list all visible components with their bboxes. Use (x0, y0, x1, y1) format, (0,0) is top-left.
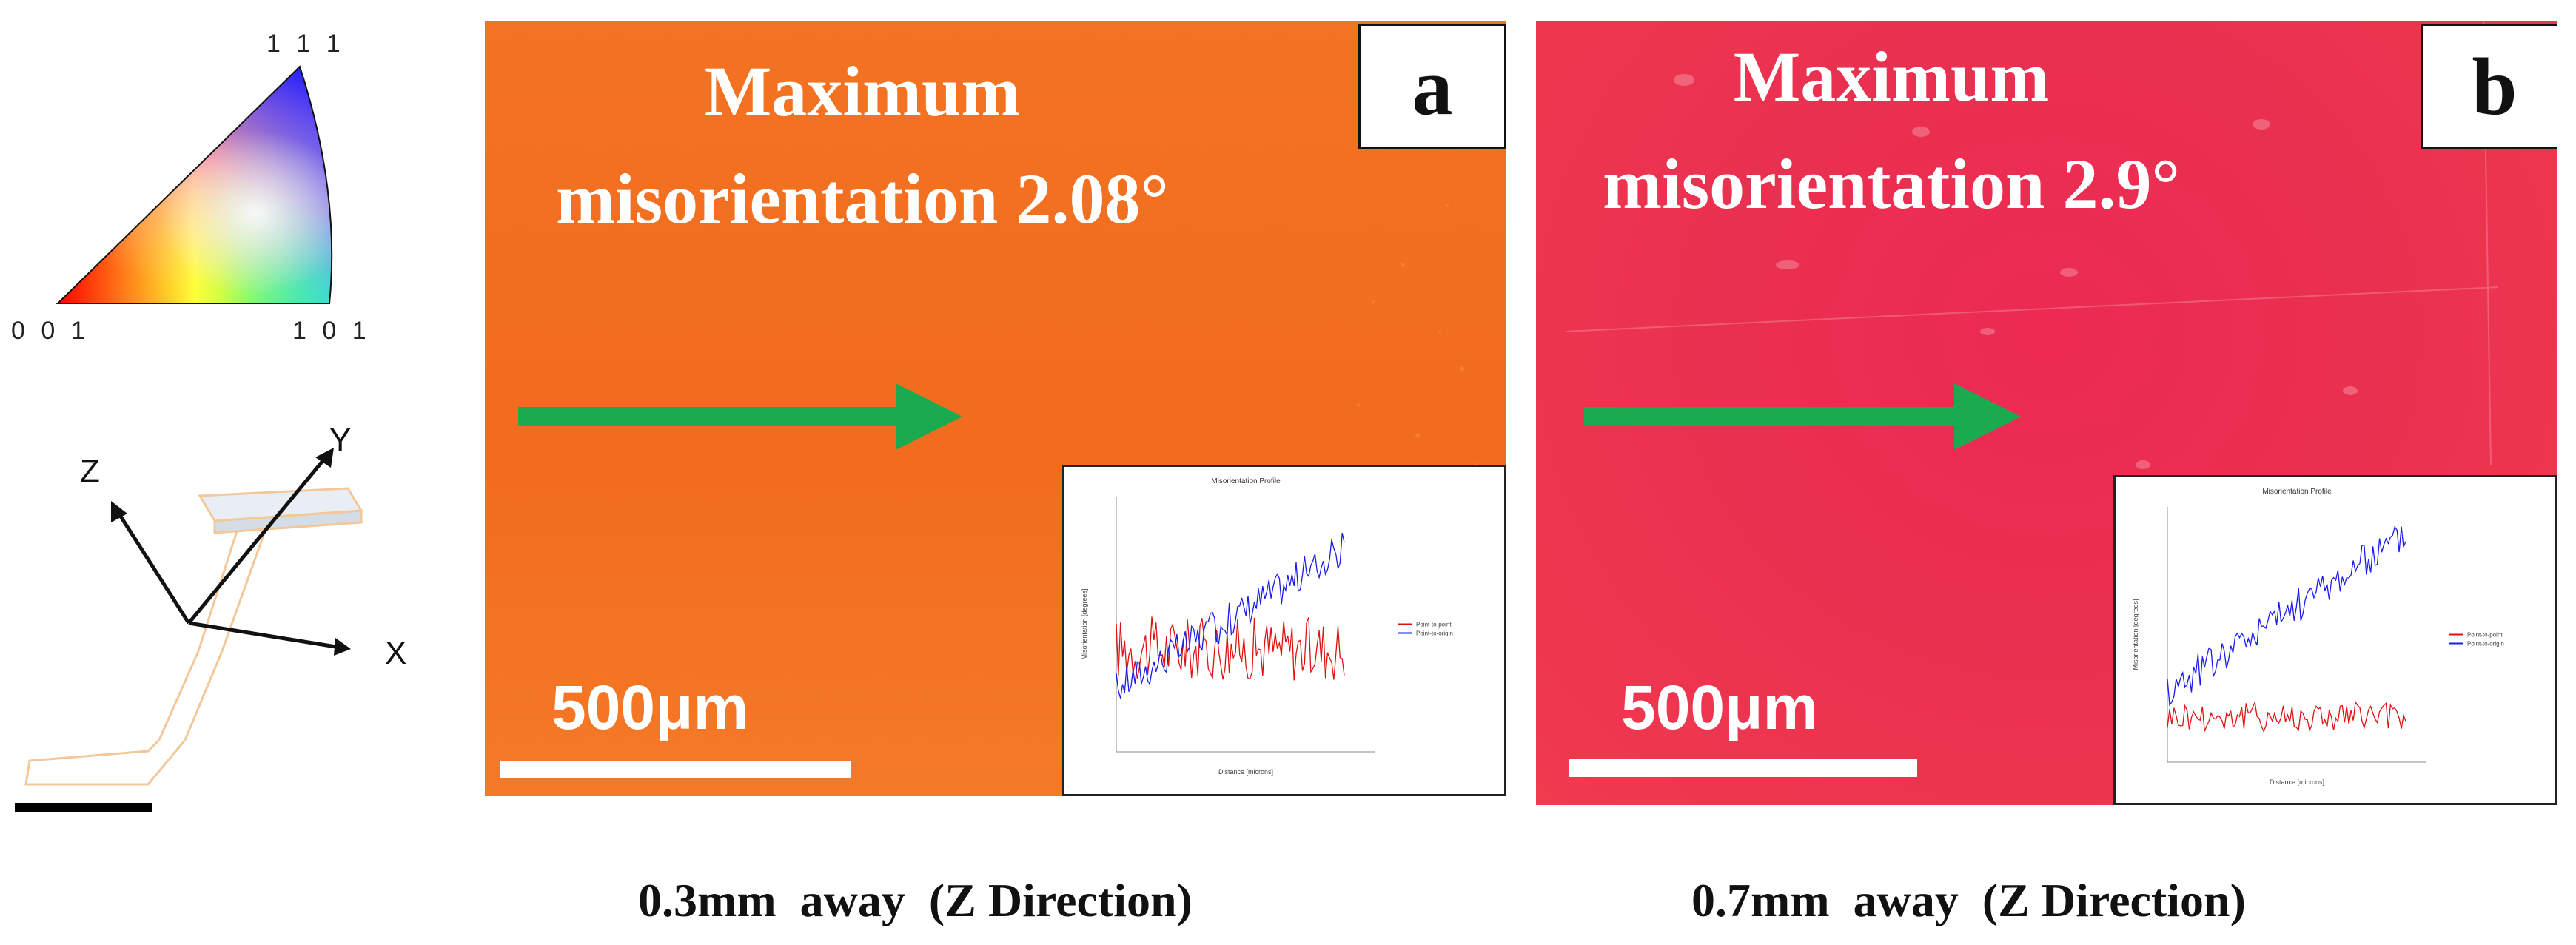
scale-bar-a (500, 761, 851, 778)
inset-chart-b: Misorientation Profile Distance [microns]… (2132, 488, 2504, 786)
baseplate-bar (15, 803, 152, 812)
axis-label-z: Z (80, 453, 100, 489)
axis-label-y: Y (329, 422, 352, 458)
micrograph-panel-a: Maximum misorientation 2.08° a 500μm Mis… (485, 21, 1506, 796)
arrow-a (518, 383, 962, 450)
inset-legend-label: Point-to-point (2467, 632, 2503, 639)
inset-legend-label: Point-to-origin (2467, 641, 2504, 648)
inset-ylabel: Misorientation [degrees] (1081, 588, 1088, 659)
inset-xlabel: Distance [microns] (2270, 778, 2324, 786)
inset-profile-b: Misorientation Profile Distance [microns]… (2113, 475, 2557, 805)
caption-b: 0.7mm away (Z Direction) (1691, 874, 2246, 926)
ipf-label-101: 1 0 1 (292, 317, 371, 345)
scale-bar-b (1569, 759, 1917, 777)
panel-letter-b: b (2421, 24, 2557, 149)
axis-label-x: X (385, 635, 407, 671)
ipf-color-triangle (56, 65, 333, 304)
scale-label-b: 500μm (1621, 673, 1819, 742)
micrograph-panel-b: Maximum misorientation 2.9° b 500μm Miso… (1536, 21, 2557, 805)
inset-series-point-to-point (2167, 700, 2406, 733)
headline-line2-a: misorientation 2.08° (556, 159, 1169, 238)
inset-xlabel: Distance [microns] (1218, 768, 1273, 776)
inset-legend-label: Point-to-origin (1416, 630, 1453, 637)
ipf-label-111: 1 1 1 (266, 30, 345, 58)
inset-series-point-to-origin (2167, 525, 2406, 707)
inset-title: Misorientation Profile (1211, 477, 1281, 485)
inset-title: Misorientation Profile (2262, 488, 2332, 496)
panel-letter-a: a (1358, 24, 1506, 149)
caption-a: 0.3mm away (Z Direction) (638, 874, 1193, 926)
headline-line2-b: misorientation 2.9° (1603, 144, 2180, 223)
inset-series-point-to-point (1116, 616, 1345, 681)
inset-chart-a: Misorientation Profile Distance [microns]… (1081, 477, 1453, 776)
headline-line1-b: Maximum (1733, 37, 2050, 116)
specimen-axes-diagram (15, 448, 363, 812)
inset-legend-label: Point-to-point (1416, 622, 1452, 628)
headline-line1-a: Maximum (704, 52, 1021, 131)
ipf-label-001: 0 0 1 (11, 317, 90, 345)
inset-series-point-to-origin (1116, 533, 1345, 699)
arrow-b (1584, 383, 2021, 450)
surface-texture-a (1142, 204, 1478, 496)
inset-ylabel: Misorientation [degrees] (2132, 599, 2139, 670)
scale-label-a: 500μm (551, 673, 749, 742)
inset-profile-a: Misorientation Profile Distance [microns]… (1062, 465, 1506, 796)
